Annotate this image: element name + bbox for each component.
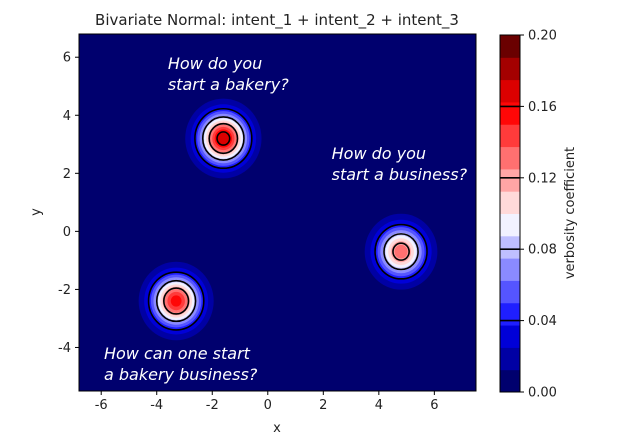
- annotation-line: How can one start: [104, 344, 251, 363]
- colorbar-tick-label: 0.08: [528, 243, 557, 258]
- colorbar-band: [500, 124, 520, 148]
- annotations: How do you start a bakery? How do you start…: [104, 54, 468, 384]
- colorbar-frame: [499, 34, 521, 393]
- colorbar-label: verbosity coefficient: [563, 147, 578, 279]
- colorbar: 0.00 0.04 0.08 0.12 0.16 0.20 verbosity coeff…: [499, 29, 578, 401]
- plot-area: How do you start a bakery? How do you start…: [78, 33, 477, 392]
- colorbar-band: [500, 35, 520, 58]
- colorbar-contour-lines: [500, 105, 520, 322]
- x-tick-label: -6: [95, 398, 108, 413]
- x-axis-label: x: [273, 421, 281, 436]
- contour-line: [383, 233, 419, 271]
- contour-band: [394, 244, 408, 259]
- y-tick-label: 0: [63, 225, 71, 240]
- colorbar-bands: [500, 35, 520, 393]
- colorbar-band: [500, 57, 520, 81]
- colorbar-tick-label: 0.20: [528, 29, 557, 44]
- peak-intent_3: [138, 261, 214, 341]
- plot-frame: [78, 33, 477, 392]
- colorbar-band: [500, 280, 520, 304]
- annotation: How do you start a business?: [332, 144, 468, 184]
- y-tick-label: 2: [63, 167, 71, 182]
- y-tick-label: 4: [63, 109, 71, 124]
- contour-layers: [138, 98, 438, 341]
- y-tick-label: -2: [58, 283, 71, 298]
- colorbar-band: [500, 235, 520, 259]
- colorbar-band: [500, 302, 520, 326]
- annotation-line: a bakery business?: [104, 365, 258, 384]
- colorbar-band: [500, 347, 520, 371]
- colorbar-tick-label: 0.04: [528, 314, 557, 329]
- contour-line: [216, 131, 231, 146]
- colorbar-band: [500, 369, 520, 393]
- annotation: How can one start a bakery business?: [104, 344, 258, 384]
- contour-line: [208, 122, 239, 155]
- annotation-line: start a bakery?: [168, 75, 289, 94]
- x-tick-label: 4: [375, 398, 383, 413]
- contour-line: [155, 279, 197, 323]
- colorbar-tick-label: 0.00: [528, 386, 557, 401]
- colorbar-band: [500, 191, 520, 214]
- colorbar-band: [500, 258, 520, 281]
- colorbar-tick-label: 0.12: [528, 171, 557, 186]
- colorbar-band: [500, 213, 520, 237]
- contour-line: [163, 287, 190, 315]
- colorbar-tick-label: 0.16: [528, 100, 557, 115]
- annotation-line: How do you: [168, 54, 262, 73]
- colorbar-band: [500, 101, 520, 125]
- contour-line: [194, 107, 253, 170]
- y-axis-label: y: [29, 208, 44, 216]
- x-tick-label: 6: [430, 398, 438, 413]
- contour-band: [170, 295, 182, 307]
- contour-line: [374, 223, 428, 280]
- contour-line: [392, 242, 410, 261]
- plot-background: [79, 34, 476, 391]
- contour-line: [201, 116, 245, 161]
- annotation-line: How do you: [332, 144, 426, 163]
- colorbar-band: [500, 325, 520, 348]
- contour-line: [147, 271, 205, 331]
- chart-title: Bivariate Normal: intent_1 + intent_2 + …: [95, 11, 459, 30]
- colorbar-band: [500, 79, 520, 103]
- y-tick-label: 6: [63, 51, 71, 66]
- x-tick-label: 0: [264, 398, 272, 413]
- x-axis: -6 -4 -2 0 2 4 6: [95, 391, 438, 413]
- peak-intent_2: [364, 213, 438, 290]
- y-tick-label: -4: [58, 341, 71, 356]
- annotation-line: start a business?: [332, 165, 468, 184]
- x-tick-label: -4: [150, 398, 163, 413]
- x-tick-label: -2: [206, 398, 219, 413]
- colorbar-ticks: 0.00 0.04 0.08 0.12 0.16 0.20: [520, 29, 557, 401]
- y-axis: -4 -2 0 2 4 6: [58, 51, 79, 356]
- colorbar-band: [500, 146, 520, 170]
- x-tick-label: 2: [319, 398, 327, 413]
- annotation: How do you start a bakery?: [168, 54, 289, 94]
- contour-band: [217, 132, 229, 145]
- peak-intent_1: [185, 98, 262, 179]
- colorbar-band: [500, 168, 520, 192]
